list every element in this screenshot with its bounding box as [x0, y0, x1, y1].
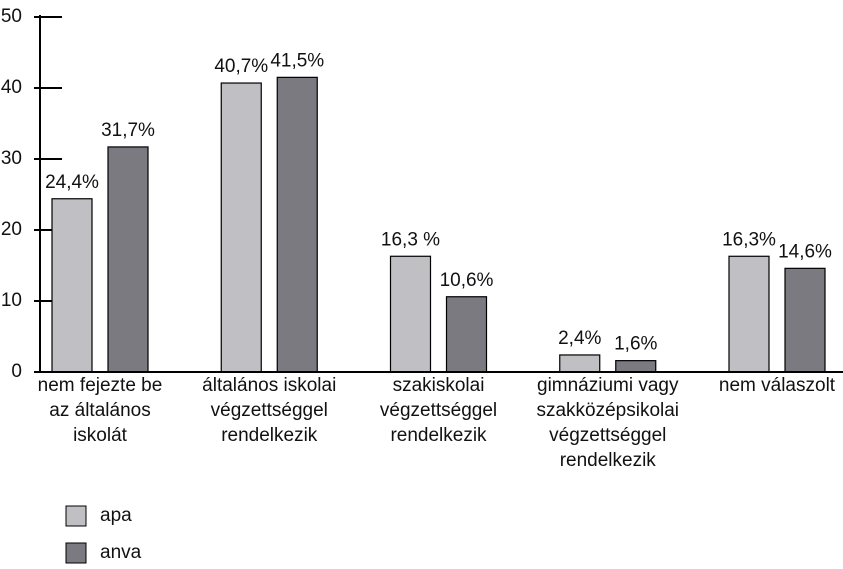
y-tick-label: 10 — [1, 290, 22, 311]
bar — [559, 354, 601, 373]
legend-label: apa — [100, 505, 132, 526]
x-tick-label: rendelkezik — [221, 425, 318, 446]
bar — [107, 146, 149, 373]
bar — [615, 360, 657, 373]
x-tick-label: iskolát — [73, 425, 128, 446]
y-tick-label: 40 — [1, 77, 22, 98]
bar — [445, 296, 488, 373]
value-label: 1,6% — [614, 334, 657, 355]
value-label: 10,6% — [440, 270, 494, 291]
y-tick-label: 50 — [1, 6, 22, 27]
bar — [728, 255, 770, 373]
legend-swatch — [65, 505, 87, 527]
value-label: 16,3% — [722, 229, 776, 250]
x-tick-label: végzettséggel — [211, 400, 328, 421]
bar — [389, 255, 432, 373]
value-label: 14,6% — [778, 241, 832, 262]
x-tick-label: rendelkezik — [390, 425, 487, 446]
x-tick-label: gimnáziumi vagy — [537, 375, 679, 396]
value-label: 16,3 % — [381, 229, 440, 250]
bar — [276, 76, 318, 373]
x-tick-label: szakiskolai — [393, 375, 485, 396]
bar — [51, 198, 93, 373]
y-tick-label: 0 — [11, 361, 22, 382]
x-tick-label: az általános — [49, 400, 150, 421]
x-tick-label: szakközépsikolai — [536, 400, 679, 421]
legend-swatch — [65, 542, 87, 564]
bar — [784, 267, 826, 373]
y-tick-label: 20 — [1, 219, 22, 240]
x-tick-label: rendelkezik — [560, 450, 657, 471]
value-label: 24,4% — [45, 172, 99, 193]
x-tick-label: nem fejezte be — [38, 375, 163, 396]
legend-label: anva — [100, 542, 142, 563]
bar — [220, 82, 262, 373]
x-tick-label: általános iskolai — [202, 375, 336, 396]
x-tick-label: végzettséggel — [549, 425, 666, 446]
value-label: 41,5% — [270, 50, 324, 71]
x-tick-label: végzettséggel — [380, 400, 497, 421]
value-label: 31,7% — [101, 120, 155, 141]
value-label: 2,4% — [558, 328, 601, 349]
value-label: 40,7% — [214, 56, 268, 77]
y-tick-label: 30 — [1, 148, 22, 169]
x-tick-label: nem válaszolt — [719, 375, 836, 396]
